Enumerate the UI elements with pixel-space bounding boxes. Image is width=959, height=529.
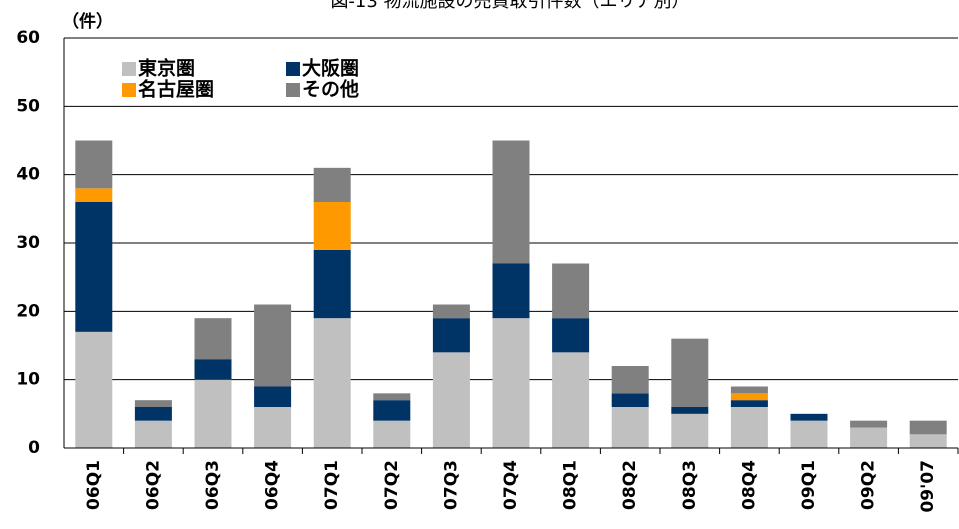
x-tick-label: 06Q2	[143, 460, 163, 510]
bar-segment	[75, 331, 113, 448]
y-tick-label: 30	[16, 233, 40, 253]
bar-segment	[313, 202, 351, 250]
legend-label: 名古屋圏	[138, 78, 214, 101]
bar-segment	[313, 318, 351, 448]
bar-segment	[909, 434, 947, 448]
bar-segment	[134, 407, 172, 421]
bar-segment	[194, 379, 232, 448]
bar-segment	[492, 318, 530, 448]
bar-segment	[75, 140, 113, 189]
x-tick-label: 09Q1	[799, 460, 819, 510]
bar-segment	[194, 359, 232, 380]
bar-segment	[254, 304, 292, 387]
x-tick-label: 08Q1	[561, 460, 581, 510]
legend-swatch	[286, 83, 300, 97]
bar-segment	[254, 386, 292, 407]
x-tick-label: 06Q4	[263, 460, 283, 510]
bar-segment	[790, 420, 828, 448]
legend-label: その他	[302, 78, 359, 101]
bar-segment	[730, 400, 768, 407]
bar-segment	[671, 338, 709, 407]
legend-label: 東京圏	[138, 57, 195, 80]
bar-segment	[552, 352, 590, 448]
legend-swatch	[122, 62, 136, 76]
bar-segment	[492, 263, 530, 319]
bar-segment	[552, 318, 590, 353]
x-tick-label: 07Q2	[382, 460, 402, 510]
bar-segment	[492, 140, 530, 264]
bar-segment	[373, 393, 411, 401]
bar-segment	[75, 188, 113, 202]
x-tick-label: 08Q4	[739, 460, 759, 510]
bar-segment	[671, 407, 709, 414]
bar-segment	[850, 420, 888, 428]
bar-segment	[373, 400, 411, 421]
chart-title: 図-13 物流施設の売買取引件数（エリア別）	[330, 0, 689, 12]
bar-segment	[134, 420, 172, 448]
bar-segment	[432, 318, 470, 353]
bar-segment	[254, 407, 292, 448]
bar-segment	[432, 352, 470, 448]
bar-segment	[790, 413, 828, 421]
bar-segment	[909, 420, 947, 435]
x-tick-label: 08Q2	[620, 460, 640, 510]
bar-segment	[730, 386, 768, 394]
bar-segment	[313, 249, 351, 319]
x-tick-label: 08Q3	[680, 460, 700, 510]
bar-segment	[552, 263, 590, 319]
bar-segment	[611, 366, 649, 394]
bar-segment	[313, 167, 351, 202]
x-tick-label: 06Q1	[84, 460, 104, 510]
legend-label: 大阪圏	[302, 57, 359, 80]
x-tick-label: 07Q3	[441, 460, 461, 510]
bar-segment	[730, 407, 768, 448]
bar-segment	[850, 427, 888, 448]
y-tick-label: 0	[28, 438, 40, 458]
y-tick-label: 50	[16, 96, 40, 116]
y-tick-label: 40	[16, 165, 40, 185]
x-tick-label: 07Q1	[322, 460, 342, 510]
legend-swatch	[122, 83, 136, 97]
bar-segment	[671, 413, 709, 448]
bar-segment	[194, 318, 232, 360]
y-tick-label: 60	[16, 28, 40, 48]
bar-segment	[730, 393, 768, 401]
legend-swatch	[286, 62, 300, 76]
bar-segment	[134, 400, 172, 407]
bar-segment	[611, 393, 649, 407]
bar-segment	[373, 420, 411, 448]
y-tick-label: 20	[16, 301, 40, 321]
x-tick-label: 07Q4	[501, 460, 521, 510]
bar-segment	[75, 202, 113, 332]
bar-segment	[611, 407, 649, 448]
x-tick-label: 06Q3	[203, 460, 223, 510]
x-tick-label: 09'07	[918, 460, 938, 513]
bar-segment	[432, 304, 470, 319]
y-tick-label: 10	[16, 370, 40, 390]
y-axis-label: （件）	[62, 11, 113, 32]
x-tick-label: 09Q2	[859, 460, 879, 510]
